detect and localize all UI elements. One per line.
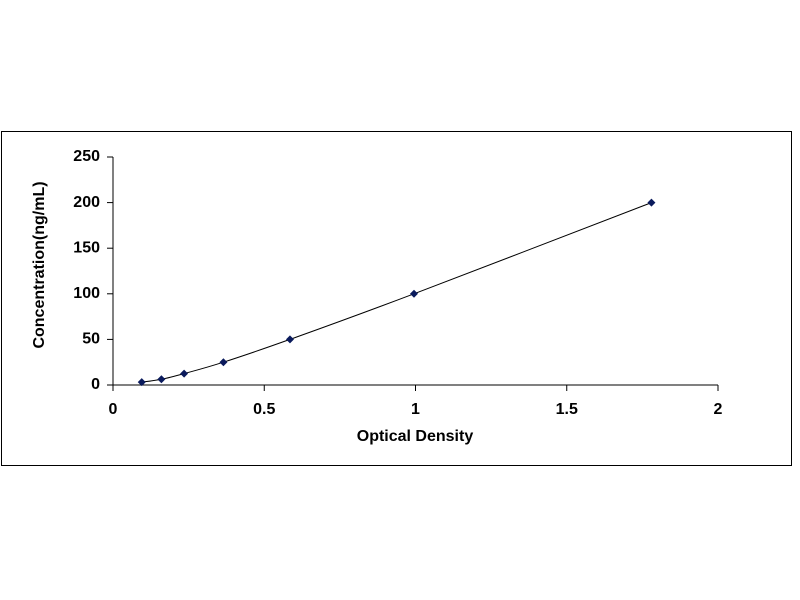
x-tick-label: 0.5 [253,401,275,418]
data-point [180,369,189,378]
data-point [285,335,294,344]
chart-frame [1,131,792,466]
data-point [219,358,228,367]
y-tick-label: 100 [73,285,100,302]
y-axis-title: Concentration(ng/mL) [31,181,48,348]
data-point [647,198,656,207]
y-tick-label: 50 [82,331,100,348]
y-tick-label: 250 [73,148,100,165]
y-tick-label: 0 [91,376,100,393]
x-axis-title: Optical Density [357,428,474,445]
y-tick-label: 200 [73,194,100,211]
x-tick-label: 1.5 [556,401,578,418]
data-point [409,289,418,298]
x-tick-label: 1 [411,401,420,418]
x-tick-label: 2 [714,401,723,418]
x-tick-label: 0 [109,401,118,418]
data-point [157,375,166,384]
data-point [137,378,146,387]
y-tick-label: 150 [73,239,100,256]
